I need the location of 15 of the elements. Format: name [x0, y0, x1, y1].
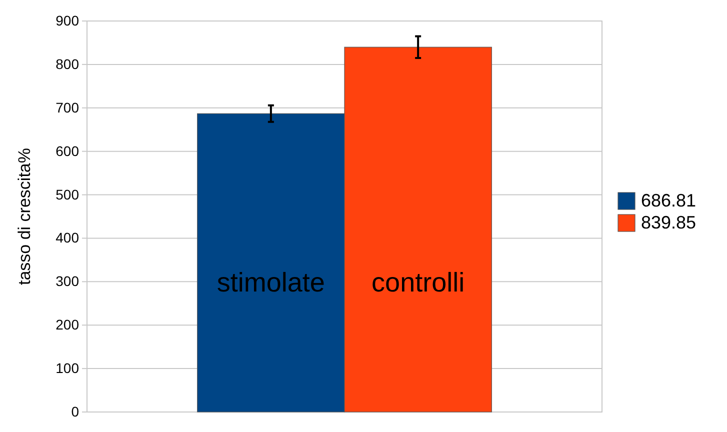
annotation: stimolate — [216, 268, 325, 298]
y-tick-label: 0 — [71, 403, 80, 420]
y-tick-label: 500 — [56, 186, 80, 202]
legend-label: 839.85 — [641, 212, 696, 232]
y-tick-label: 600 — [56, 142, 80, 159]
y-tick-label: 100 — [56, 360, 80, 376]
y-axis-title: tasso di crescita% — [15, 148, 34, 285]
y-tick-label: 300 — [56, 273, 80, 290]
y-tick-label: 700 — [56, 99, 80, 116]
annotation: controlli — [372, 268, 465, 298]
y-tick-label: 900 — [56, 12, 80, 28]
y-tick-label: 200 — [56, 316, 80, 333]
legend-label: 686.81 — [641, 190, 696, 210]
y-tick-label: 800 — [56, 56, 80, 72]
y-tick-label: 400 — [56, 230, 80, 246]
